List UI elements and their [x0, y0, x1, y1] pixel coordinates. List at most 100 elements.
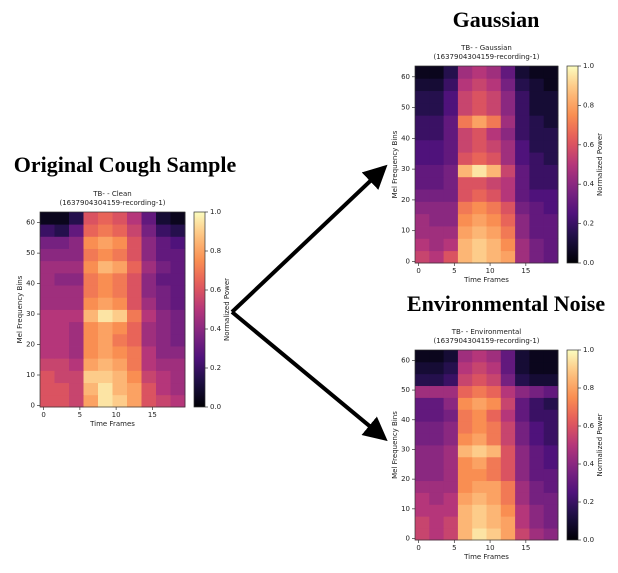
colorbar-tick-label: 0.0: [210, 403, 221, 411]
heatmap-cell: [141, 260, 157, 274]
heatmap-cell: [543, 385, 559, 398]
heatmap-cell: [486, 115, 502, 128]
heatmap-cell: [443, 66, 459, 79]
heatmap-cell: [543, 139, 559, 153]
heatmap-cell: [69, 297, 84, 310]
heatmap-cell: [69, 382, 84, 396]
heatmap-cell: [515, 373, 530, 387]
heatmap-cell: [500, 201, 516, 215]
heatmap-cell: [500, 164, 516, 178]
heatmap-cell: [515, 397, 530, 410]
heatmap-cell: [486, 102, 502, 116]
x-tick-label: 10: [112, 411, 121, 419]
heatmap-cell: [529, 127, 545, 141]
heatmap-cell: [515, 528, 530, 541]
heatmap-cell: [141, 358, 157, 371]
heatmap-cell: [529, 433, 545, 446]
heatmap-cell: [529, 373, 545, 387]
heatmap-cell: [529, 139, 545, 153]
heatmap-cell: [500, 421, 516, 434]
colorbar-tick-label: 0.0: [583, 259, 594, 267]
heatmap-cell: [472, 90, 487, 104]
heatmap-cell: [472, 409, 487, 422]
heatmap-cell: [112, 297, 128, 310]
heatmap-cell: [156, 394, 171, 408]
heatmap-cell: [515, 139, 530, 153]
heatmap-cell: [429, 350, 444, 363]
heatmap-cell: [170, 224, 186, 237]
heatmap-cell: [457, 238, 473, 252]
colorbar-tick-label: 0.6: [583, 422, 595, 430]
heatmap-cell: [443, 213, 459, 227]
x-tick-label: 0: [416, 544, 420, 552]
heatmap-cell: [457, 528, 473, 541]
heatmap-cell: [515, 516, 530, 529]
heatmap-cell: [429, 152, 444, 165]
heatmap-cell: [69, 309, 84, 323]
heatmap-cell: [543, 528, 559, 541]
heatmap-cell: [170, 297, 186, 310]
heatmap-cell: [457, 480, 473, 493]
heatmap-cell: [54, 394, 70, 408]
heatmap-cell: [543, 115, 559, 128]
heatmap-cell: [500, 102, 516, 116]
heatmap-cell: [443, 504, 459, 517]
heatmap-cell: [156, 333, 171, 347]
heatmap-cell: [515, 492, 530, 505]
heatmap-cell: [112, 382, 128, 396]
heatmap-cell: [543, 176, 559, 190]
heatmap-cell: [500, 213, 516, 227]
heatmap-cell: [443, 152, 459, 165]
heatmap-cell: [141, 236, 157, 249]
heatmap-cell: [40, 346, 55, 359]
heatmap-cell: [529, 164, 545, 178]
heatmap-cell: [443, 528, 459, 541]
heatmap-cell: [40, 333, 55, 347]
heatmap-cell: [429, 213, 444, 227]
heatmap-cell: [543, 421, 559, 434]
colorbar: [566, 349, 579, 541]
heatmap-cell: [486, 385, 502, 398]
heatmap-cell: [543, 492, 559, 505]
heatmap-cell: [170, 321, 186, 335]
heatmap-cell: [457, 361, 473, 375]
y-tick-label: 30: [401, 165, 410, 173]
heatmap-cell: [141, 272, 157, 286]
heatmap-cell: [457, 78, 473, 92]
heatmap-cell: [443, 139, 459, 153]
x-axis-label: Time Frames: [89, 420, 135, 428]
heatmap-cell: [543, 361, 559, 375]
y-axis-label: Mel Frequency Bins: [391, 130, 399, 198]
heatmap-cell: [529, 201, 545, 215]
heatmap-cell: [443, 78, 459, 92]
colorbar-tick-label: 0.2: [210, 364, 221, 372]
heatmap-cell: [415, 421, 430, 434]
heatmap-cell: [415, 250, 430, 264]
heatmap-cell: [98, 272, 113, 286]
heatmap-cell: [457, 492, 473, 505]
heatmap-cell: [457, 409, 473, 422]
x-tick-label: 5: [452, 267, 456, 275]
heatmap-cell: [141, 333, 157, 347]
heatmap-cell: [83, 260, 99, 274]
heatmap-cell: [472, 127, 487, 141]
heatmap-cell: [69, 260, 84, 274]
heatmap-cell: [83, 333, 99, 347]
x-tick-label: 10: [486, 267, 495, 275]
heatmap-cell: [515, 201, 530, 215]
heatmap-cell: [415, 176, 430, 190]
heatmap-cell: [415, 78, 430, 92]
heatmap-cell: [415, 350, 430, 363]
heatmap-cell: [156, 285, 171, 298]
heatmap-cell: [415, 409, 430, 422]
heatmap-cell: [472, 492, 487, 505]
heatmap-cell: [472, 445, 487, 458]
heatmap-cell: [443, 250, 459, 264]
heatmap-cell: [141, 382, 157, 396]
heatmap-cell: [457, 139, 473, 153]
heatmap-cell: [500, 468, 516, 482]
heatmap-cell: [429, 480, 444, 493]
heatmap-cell: [54, 382, 70, 396]
heatmap-cell: [40, 236, 55, 249]
